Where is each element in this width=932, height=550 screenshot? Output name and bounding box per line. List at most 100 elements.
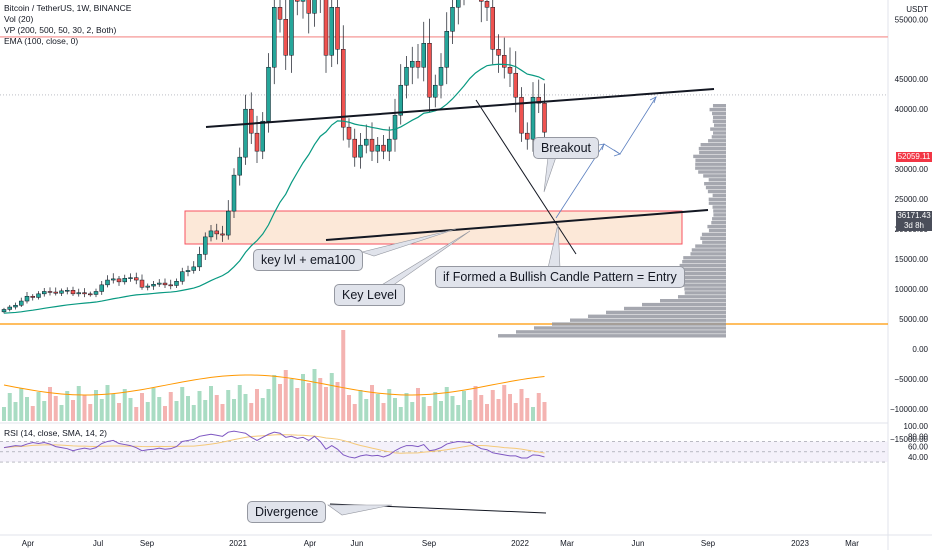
candle-down[interactable] bbox=[134, 278, 138, 280]
candle-up[interactable] bbox=[232, 175, 236, 211]
candle-up[interactable] bbox=[422, 43, 426, 67]
candle-down[interactable] bbox=[341, 49, 345, 127]
candle-down[interactable] bbox=[307, 0, 311, 13]
candle-down[interactable] bbox=[347, 127, 351, 139]
candle-down[interactable] bbox=[284, 19, 288, 55]
candle-down[interactable] bbox=[416, 61, 420, 67]
candle-up[interactable] bbox=[157, 283, 161, 284]
candle-up[interactable] bbox=[244, 109, 248, 157]
candle-up[interactable] bbox=[14, 305, 18, 307]
candle-down[interactable] bbox=[117, 279, 121, 282]
candle-up[interactable] bbox=[405, 67, 409, 85]
candle-down[interactable] bbox=[140, 280, 144, 287]
entry-callout[interactable]: if Formed a Bullish Candle Pattern = Ent… bbox=[435, 266, 685, 288]
candle-down[interactable] bbox=[485, 1, 489, 7]
volume-profile-legend[interactable]: VP (200, 500, 50, 30, 2, Both) bbox=[4, 25, 116, 36]
candle-down[interactable] bbox=[491, 7, 495, 49]
candle-down[interactable] bbox=[508, 67, 512, 73]
volume-profile-bar bbox=[606, 311, 726, 314]
candle-up[interactable] bbox=[2, 309, 6, 311]
candle-down[interactable] bbox=[353, 139, 357, 157]
candle-down[interactable] bbox=[215, 231, 219, 234]
candle-down[interactable] bbox=[31, 296, 35, 297]
candle-up[interactable] bbox=[399, 85, 403, 115]
candle-up[interactable] bbox=[152, 284, 156, 286]
candle-up[interactable] bbox=[330, 7, 334, 55]
candle-up[interactable] bbox=[290, 0, 294, 55]
candle-up[interactable] bbox=[100, 285, 104, 292]
candle-up[interactable] bbox=[123, 278, 127, 282]
candle-up[interactable] bbox=[301, 0, 305, 1]
candle-down[interactable] bbox=[295, 0, 299, 1]
candle-up[interactable] bbox=[19, 301, 23, 305]
candle-up[interactable] bbox=[451, 7, 455, 31]
candle-up[interactable] bbox=[129, 278, 133, 279]
candle-up[interactable] bbox=[186, 270, 190, 271]
breakout-callout[interactable]: Breakout bbox=[533, 137, 599, 159]
candle-down[interactable] bbox=[514, 73, 518, 97]
candle-up[interactable] bbox=[25, 296, 29, 301]
candle-down[interactable] bbox=[525, 133, 529, 139]
key-ema-callout[interactable]: key lvl + ema100 bbox=[253, 249, 363, 271]
candle-up[interactable] bbox=[37, 294, 41, 298]
candle-up[interactable] bbox=[445, 31, 449, 67]
key-level-zone-rect[interactable] bbox=[185, 211, 682, 244]
volume-indicator-legend[interactable]: Vol (20) bbox=[4, 14, 33, 25]
candle-down[interactable] bbox=[428, 43, 432, 97]
candle-up[interactable] bbox=[238, 157, 242, 175]
candle-up[interactable] bbox=[226, 211, 230, 235]
candle-down[interactable] bbox=[169, 285, 173, 286]
candle-up[interactable] bbox=[376, 145, 380, 151]
candle-up[interactable] bbox=[42, 291, 46, 293]
volume-bar-up bbox=[330, 373, 334, 421]
candle-up[interactable] bbox=[456, 0, 460, 7]
candle-down[interactable] bbox=[324, 0, 328, 55]
candle-up[interactable] bbox=[8, 307, 12, 309]
candle-up[interactable] bbox=[272, 7, 276, 67]
candle-up[interactable] bbox=[198, 254, 202, 267]
candle-up[interactable] bbox=[387, 139, 391, 151]
candle-up[interactable] bbox=[359, 145, 363, 157]
candle-down[interactable] bbox=[221, 234, 225, 235]
candle-down[interactable] bbox=[278, 7, 282, 19]
candle-down[interactable] bbox=[497, 49, 501, 55]
candle-up[interactable] bbox=[267, 67, 271, 121]
candle-up[interactable] bbox=[410, 61, 414, 67]
candle-up[interactable] bbox=[261, 121, 265, 151]
candle-down[interactable] bbox=[382, 145, 386, 151]
candle-up[interactable] bbox=[146, 286, 150, 287]
candle-up[interactable] bbox=[180, 272, 184, 282]
candle-up[interactable] bbox=[111, 279, 115, 280]
rsi-legend[interactable]: RSI (14, close, SMA, 14, 2) bbox=[4, 428, 107, 439]
candle-up[interactable] bbox=[77, 293, 81, 294]
candle-up[interactable] bbox=[65, 290, 69, 291]
candle-up[interactable] bbox=[393, 115, 397, 139]
candle-down[interactable] bbox=[163, 283, 167, 285]
candle-up[interactable] bbox=[94, 291, 98, 294]
candle-down[interactable] bbox=[479, 0, 483, 1]
candle-down[interactable] bbox=[48, 291, 52, 292]
candle-up[interactable] bbox=[433, 85, 437, 97]
candle-down[interactable] bbox=[255, 133, 259, 151]
candle-down[interactable] bbox=[88, 294, 92, 295]
candle-down[interactable] bbox=[71, 290, 75, 294]
candle-up[interactable] bbox=[203, 237, 207, 254]
candle-down[interactable] bbox=[54, 292, 58, 293]
candle-up[interactable] bbox=[364, 139, 368, 145]
key-level-callout[interactable]: Key Level bbox=[334, 284, 405, 306]
candle-up[interactable] bbox=[209, 231, 213, 237]
ema-legend[interactable]: EMA (100, close, 0) bbox=[4, 36, 78, 47]
candle-down[interactable] bbox=[249, 109, 253, 133]
candle-up[interactable] bbox=[313, 0, 317, 13]
candle-up[interactable] bbox=[439, 67, 443, 85]
candle-up[interactable] bbox=[175, 281, 179, 285]
candle-down[interactable] bbox=[543, 103, 547, 132]
candle-down[interactable] bbox=[83, 293, 87, 294]
candle-down[interactable] bbox=[502, 55, 506, 67]
candle-up[interactable] bbox=[60, 291, 64, 293]
candle-up[interactable] bbox=[192, 267, 196, 271]
candle-down[interactable] bbox=[336, 7, 340, 49]
candle-up[interactable] bbox=[106, 280, 110, 285]
divergence-callout[interactable]: Divergence bbox=[247, 501, 326, 523]
candle-down[interactable] bbox=[370, 139, 374, 151]
